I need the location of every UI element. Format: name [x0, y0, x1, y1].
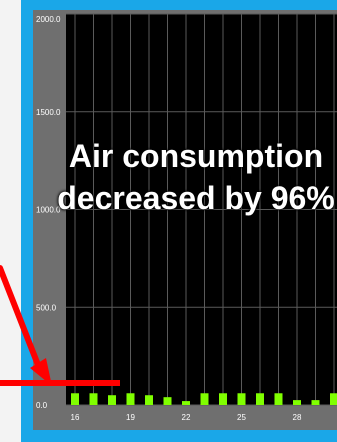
bar — [219, 393, 227, 405]
bar — [293, 400, 301, 405]
y-tick-label: 1000.0 — [36, 206, 61, 215]
arrow-shaft-diagonal — [0, 265, 43, 373]
bar — [182, 401, 190, 405]
bar — [237, 393, 246, 405]
arrow-head — [30, 358, 52, 386]
bar — [274, 393, 283, 405]
bar — [311, 400, 320, 405]
x-tick-label: 28 — [293, 413, 302, 422]
bar — [89, 393, 98, 405]
grid — [66, 13, 337, 406]
bar — [145, 395, 153, 405]
red-arrow-icon — [0, 265, 120, 386]
x-tick-label: 22 — [182, 413, 191, 422]
x-tick-label: 25 — [237, 413, 246, 422]
bar — [330, 393, 337, 405]
bar — [200, 393, 209, 405]
bars — [71, 393, 337, 405]
x-tick-label: 16 — [71, 413, 80, 422]
y-tick-label: 0.0 — [36, 401, 48, 410]
y-tick-label: 2000.0 — [36, 15, 61, 24]
y-tick-label: 1500.0 — [36, 108, 61, 117]
bar — [256, 393, 264, 405]
y-tick-label: 500.0 — [36, 303, 57, 312]
annotation-text: Air consumption decreased by 96% — [57, 138, 335, 216]
bar — [126, 393, 135, 405]
bar — [71, 393, 79, 405]
bar — [163, 397, 172, 405]
x-tick-label: 19 — [126, 413, 135, 422]
y-axis-labels: 0.0 500.0 1000.0 1500.0 2000.0 — [36, 15, 61, 410]
bar — [108, 395, 116, 405]
x-axis-labels: 16 19 22 25 28 — [71, 413, 302, 422]
